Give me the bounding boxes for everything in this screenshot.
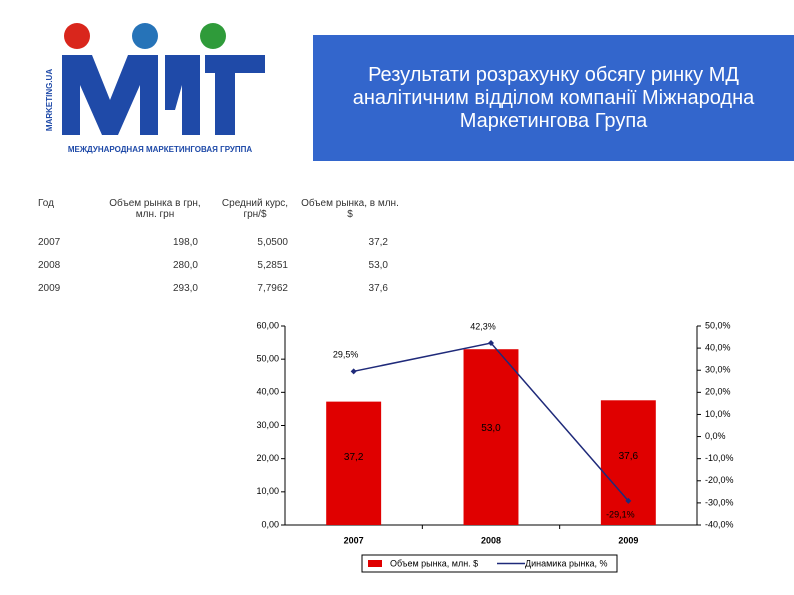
y-tick-label: 30,00 [256, 420, 279, 430]
table-cell: 5,0500 [257, 237, 288, 248]
logo-dot [132, 23, 158, 49]
y2-tick-label: 10,0% [705, 409, 731, 419]
line-marker [488, 340, 494, 347]
table-cell: 37,6 [368, 283, 388, 294]
logo-dot [64, 23, 90, 49]
x-tick-label: 2007 [344, 535, 364, 545]
slide-title: Результати розрахунку обсягу ринку МД ан… [352, 63, 755, 132]
bar-value-label: 37,6 [619, 451, 639, 462]
y2-tick-label: -20,0% [705, 475, 734, 485]
y-tick-label: 50,00 [256, 354, 279, 364]
legend-label: Динамика рынка, % [525, 558, 608, 568]
y-tick-label: 40,00 [256, 387, 279, 397]
line-marker [350, 368, 357, 375]
table-cell: 2007 [38, 237, 61, 248]
y2-tick-label: -30,0% [705, 497, 734, 507]
y-tick-label: 60,00 [256, 320, 279, 330]
bar [600, 400, 656, 525]
line-value-label: 29,5% [333, 350, 359, 360]
y2-tick-label: 0,0% [705, 431, 726, 441]
y-tick-label: 10,00 [256, 486, 279, 496]
legend-label: Объем рынка, млн. $ [390, 558, 478, 568]
y2-tick-label: -40,0% [705, 519, 734, 529]
y2-tick-label: 30,0% [705, 365, 731, 375]
table-cell: 5,2851 [257, 260, 288, 271]
table-cell: Средний курс, грн/$ [221, 198, 289, 220]
bar [463, 349, 519, 525]
y2-tick-label: 50,0% [705, 320, 731, 330]
x-tick-label: 2009 [618, 535, 638, 545]
legend-box [361, 554, 618, 573]
line-marker [625, 497, 632, 504]
table-cell: 198,0 [172, 237, 198, 248]
logo-letter [205, 55, 265, 135]
table-cell: 2009 [38, 283, 61, 294]
table-cell: 7,7962 [257, 283, 288, 294]
logo-dot [200, 23, 226, 49]
legend-swatch [368, 560, 382, 567]
logo-caption: МЕЖДУНАРОДНАЯ МАРКЕТИНГОВАЯ ГРУППА [68, 145, 253, 154]
table-cell: Объем рынка в грн, млн. грн [109, 198, 201, 220]
logo-side-text: MARKETING.UA [45, 69, 54, 131]
table-cell: 2008 [38, 260, 61, 271]
line-value-label: -29,1% [606, 509, 635, 519]
y2-tick-label: 20,0% [705, 387, 731, 397]
table-cell: 53,0 [368, 260, 388, 271]
bar [326, 401, 382, 525]
table-cell: Год [38, 198, 54, 209]
x-tick-label: 2008 [481, 535, 501, 545]
y-tick-label: 20,00 [256, 453, 279, 463]
bar-value-label: 53,0 [481, 423, 501, 434]
title-box: Результати розрахунку обсягу ринку МД ан… [313, 35, 794, 161]
y-tick-label: 0,00 [261, 519, 279, 529]
table-cell: Объем рынка, в млн. $ [301, 198, 399, 220]
y2-tick-label: 40,0% [705, 342, 731, 352]
table-cell: 280,0 [172, 260, 198, 271]
table-cell: 293,0 [172, 283, 198, 294]
logo-letter [62, 55, 158, 135]
y2-tick-label: -10,0% [705, 453, 734, 463]
bar-value-label: 37,2 [344, 452, 364, 463]
table-cell: 37,2 [368, 237, 388, 248]
logo-letter [165, 55, 200, 135]
logo: MARKETING.UA МЕЖДУНАРОДНАЯ МАРКЕТИНГОВАЯ… [45, 23, 265, 154]
line-value-label: 42,3% [470, 321, 496, 331]
